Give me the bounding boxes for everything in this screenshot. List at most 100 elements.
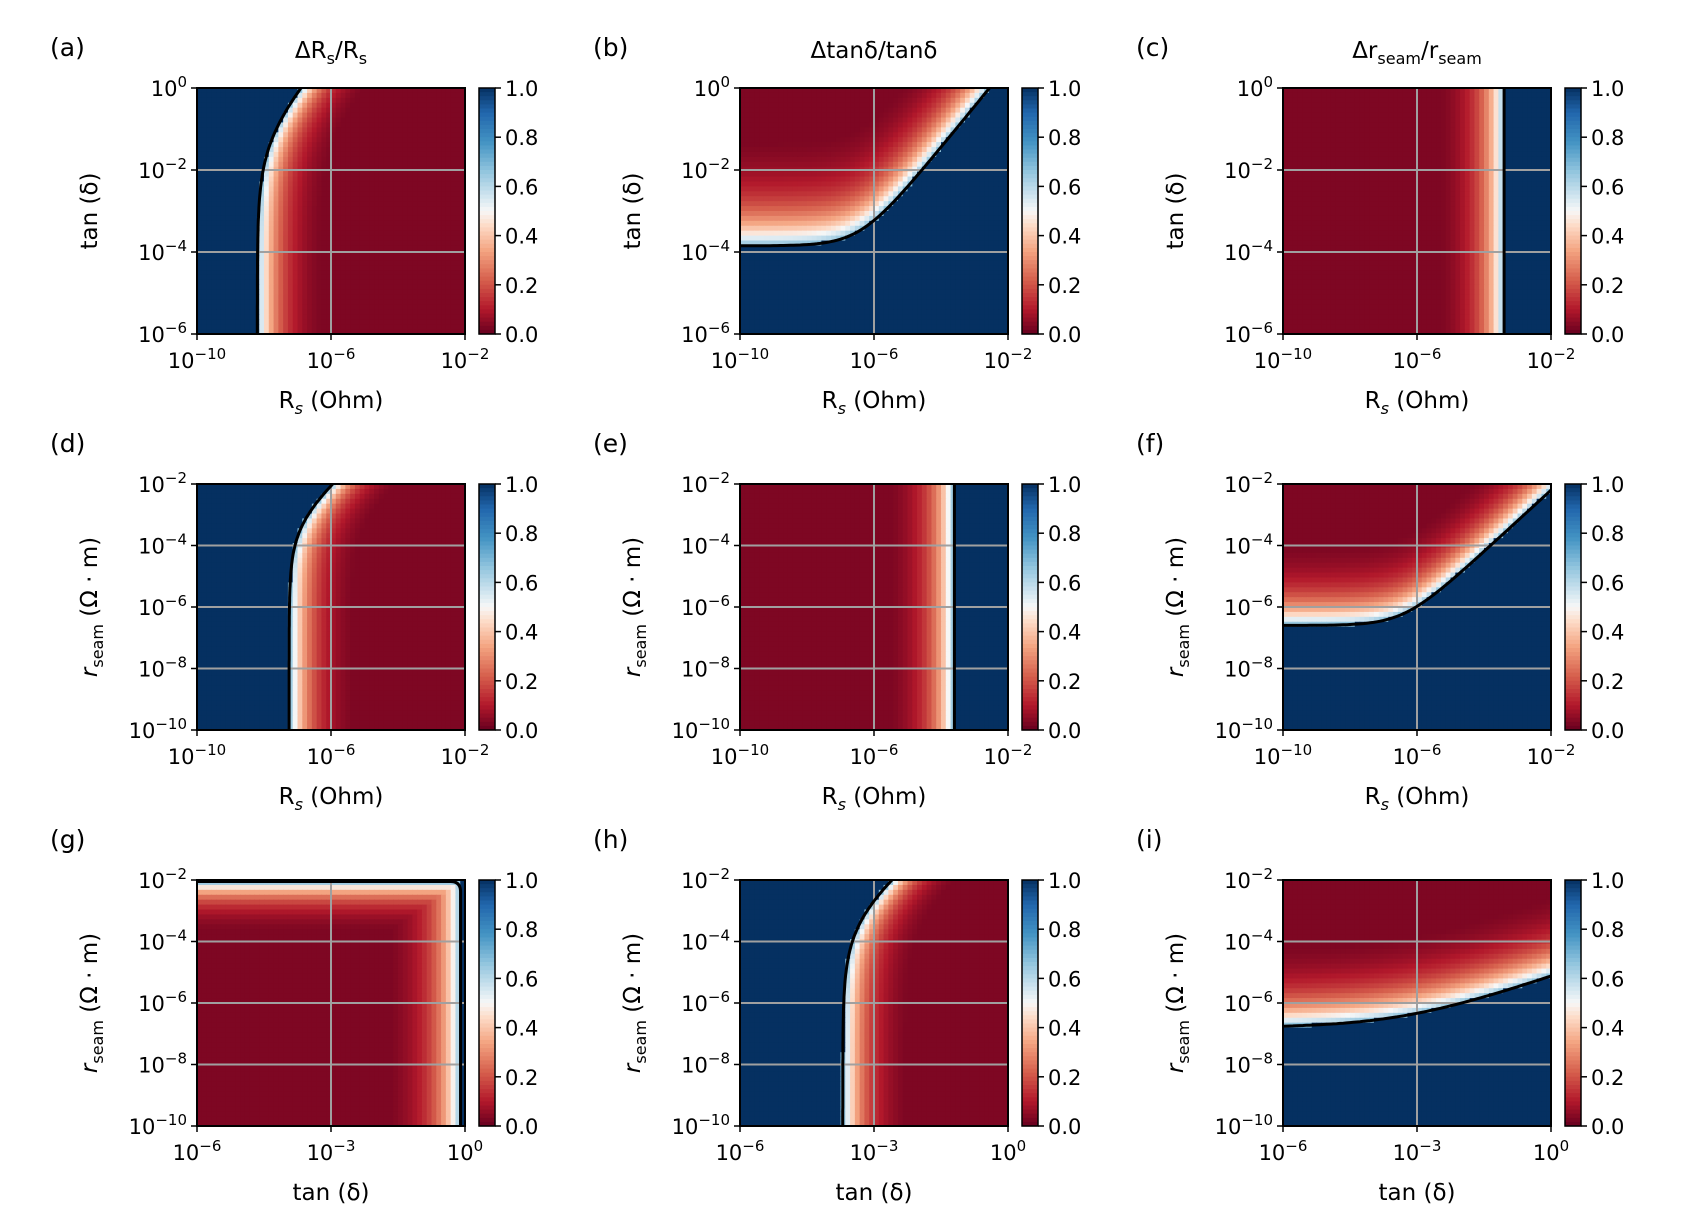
heatmap-cell <box>850 191 856 197</box>
heatmap-cell <box>931 117 937 124</box>
heatmap-cell <box>388 97 394 104</box>
heatmap-cell <box>383 324 390 330</box>
heatmap-cell <box>331 196 337 202</box>
heatmap-cell <box>302 181 308 187</box>
heatmap-cell <box>821 127 827 133</box>
heatmap-cell <box>412 206 418 212</box>
heatmap-cell <box>302 102 308 109</box>
panel-title: ΔRs/Rs <box>295 38 367 68</box>
heatmap-cell <box>331 215 337 222</box>
heatmap-cell <box>835 161 842 168</box>
heatmap-cell <box>345 265 351 271</box>
heatmap-cell <box>988 235 995 242</box>
heatmap-cell <box>802 151 808 158</box>
heatmap-cell <box>893 230 899 237</box>
heatmap-cell <box>311 255 318 261</box>
heatmap-cell <box>955 161 961 168</box>
heatmap-cell <box>345 191 351 197</box>
heatmap-cell <box>883 260 889 266</box>
heatmap-cell <box>402 220 409 227</box>
heatmap-cell <box>407 147 413 153</box>
heatmap-cell <box>297 314 303 320</box>
heatmap-cell <box>292 102 299 109</box>
heatmap-cell <box>864 201 870 207</box>
heatmap-cell <box>749 235 755 242</box>
heatmap-cell <box>369 151 375 158</box>
heatmap-cell <box>307 191 313 197</box>
heatmap-cell <box>311 102 318 109</box>
heatmap-cell <box>393 319 399 325</box>
heatmap-cell <box>436 102 442 109</box>
heatmap-cell <box>431 92 437 99</box>
heatmap-cell <box>888 171 894 178</box>
heatmap-cell <box>230 274 236 281</box>
heatmap-cell <box>268 102 275 109</box>
heatmap-cell <box>235 117 241 124</box>
heatmap-cell <box>988 191 995 197</box>
heatmap-cell <box>335 260 342 266</box>
heatmap-cell <box>201 102 208 109</box>
heatmap-cell <box>787 171 794 178</box>
colorbar-segment <box>479 280 495 286</box>
heatmap-cell <box>830 186 837 192</box>
colorbar-segment <box>479 198 495 204</box>
heatmap-cell <box>1003 191 1008 197</box>
heatmap-cell <box>830 107 837 114</box>
heatmap-cell <box>268 151 275 158</box>
heatmap-cell <box>778 102 784 109</box>
heatmap-cell <box>402 88 409 94</box>
heatmap-cell <box>835 211 842 217</box>
heatmap-cell <box>374 211 380 217</box>
heatmap-cell <box>268 97 275 104</box>
heatmap-cell <box>969 245 976 251</box>
heatmap-cell <box>249 250 256 256</box>
heatmap-cell <box>897 88 904 94</box>
heatmap-cell <box>931 156 937 163</box>
heatmap-cell <box>840 156 846 163</box>
heatmap-cell <box>345 309 351 315</box>
heatmap-cell <box>960 245 966 251</box>
heatmap-cell <box>244 250 251 256</box>
heatmap-cell <box>964 147 971 153</box>
heatmap-cell <box>431 279 437 286</box>
heatmap-cell <box>917 220 923 227</box>
heatmap-cell <box>792 171 799 178</box>
heatmap-cell <box>364 319 370 325</box>
heatmap-cell <box>206 88 212 94</box>
heatmap-cell <box>240 176 246 183</box>
heatmap-cell <box>235 156 241 163</box>
heatmap-cell <box>259 92 265 99</box>
heatmap-cell <box>211 289 217 296</box>
heatmap-cell <box>830 206 837 212</box>
heatmap-cell <box>893 161 899 168</box>
heatmap-cell <box>268 171 275 178</box>
heatmap-cell <box>450 230 457 237</box>
heatmap-cell <box>754 196 760 202</box>
heatmap-cell <box>754 117 760 124</box>
heatmap-cell <box>311 186 318 192</box>
heatmap-cell <box>197 289 203 296</box>
heatmap-cell <box>902 250 909 256</box>
heatmap-cell <box>441 88 447 94</box>
heatmap-cell <box>240 156 246 163</box>
heatmap-cell <box>768 92 775 99</box>
heatmap-cell <box>197 88 203 94</box>
heatmap-cell <box>211 92 217 99</box>
heatmap-cell <box>206 299 212 306</box>
heatmap-cell <box>402 186 409 192</box>
heatmap-cell <box>821 186 827 192</box>
heatmap-cell <box>354 161 361 168</box>
heatmap-cell <box>307 270 313 276</box>
heatmap-cell <box>249 324 256 330</box>
heatmap-cell <box>417 260 423 266</box>
heatmap-cell <box>345 329 351 334</box>
heatmap-cell <box>421 235 428 242</box>
heatmap-cell <box>417 289 423 296</box>
heatmap-cell <box>340 284 346 291</box>
heatmap-cell <box>740 230 746 237</box>
heatmap-cell <box>950 112 956 119</box>
heatmap-cell <box>335 196 342 202</box>
heatmap-cell <box>445 127 452 133</box>
heatmap-cell <box>768 97 775 104</box>
heatmap-cell <box>436 230 442 237</box>
